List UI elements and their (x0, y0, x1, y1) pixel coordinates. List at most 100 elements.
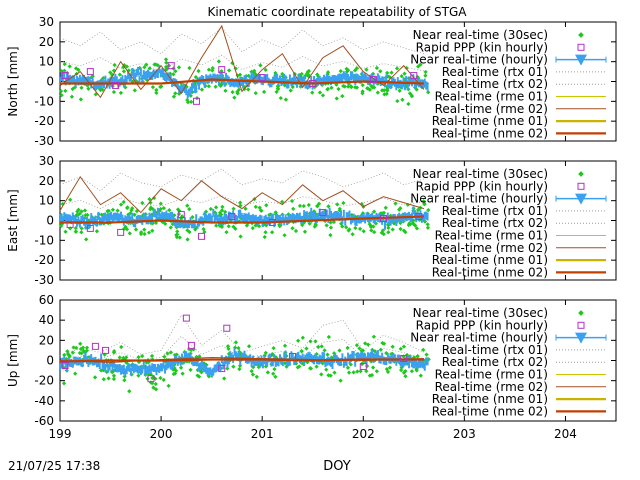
x-tick-label: 204 (554, 427, 577, 441)
point-rapid-ppp (223, 324, 231, 332)
point-nrt-30sec (224, 230, 229, 235)
point-nrt-30sec (213, 84, 218, 89)
point-nrt-30sec (345, 365, 351, 370)
point-nrt-30sec (328, 373, 333, 378)
point-nrt-30sec (223, 88, 228, 93)
y-tick-label: 30 (39, 15, 54, 29)
point-nrt-30sec (326, 334, 331, 340)
point-nrt-30sec (350, 232, 355, 237)
y-tick-label: 10 (39, 55, 54, 69)
point-nrt-30sec (328, 232, 333, 238)
series-rme-02 (59, 175, 425, 214)
point-nrt-30sec (154, 87, 159, 93)
point-nrt-30sec (63, 229, 68, 234)
point-nrt-30sec (154, 90, 159, 95)
point-nrt-30sec (176, 65, 182, 70)
point-nrt-30sec (148, 200, 153, 205)
series-layer (58, 168, 431, 242)
y-tick-label: 10 (39, 194, 54, 208)
y-tick-label: 0 (46, 354, 54, 368)
point-nrt-30sec (343, 225, 349, 230)
point-nrt-30sec (86, 86, 91, 91)
point-rapid-ppp (309, 79, 317, 87)
point-nrt-30sec (67, 64, 72, 69)
point-nrt-30sec (132, 88, 137, 93)
point-nrt-30sec (173, 91, 178, 96)
point-nrt-30sec (401, 370, 407, 375)
point-nrt-30sec (353, 225, 358, 231)
point-nrt-30sec (423, 73, 428, 78)
point-nrt-30sec (423, 69, 428, 75)
point-nrt-30sec (317, 90, 323, 95)
point-nrt-30sec (199, 87, 205, 92)
point-nrt-30sec (59, 93, 64, 98)
point-nrt-30sec (139, 230, 144, 235)
point-nrt-30sec (380, 340, 385, 346)
point-nrt-30sec (291, 206, 296, 211)
point-rapid-ppp (91, 342, 99, 350)
legend-label: Real-time (nme 02) (432, 404, 548, 418)
point-nrt-30sec (345, 345, 350, 350)
y-tick-label: 30 (39, 154, 54, 168)
point-nrt-30sec (337, 348, 342, 353)
point-nrt-30sec (313, 222, 318, 227)
point-nrt-30sec (259, 208, 264, 213)
legend-label: Rapid PPP (kin hourly) (416, 179, 548, 193)
point-rapid-ppp (410, 72, 418, 80)
point-nrt-30sec (262, 234, 267, 240)
point-nrt-30sec (355, 369, 360, 374)
point-nrt-30sec (132, 212, 137, 217)
point-nrt-30sec (92, 375, 98, 380)
point-nrt-30sec (187, 65, 192, 71)
point-rapid-ppp (187, 341, 195, 349)
series-layer (59, 314, 431, 394)
point-rapid-ppp (400, 354, 408, 362)
point-rapid-ppp (86, 224, 94, 232)
x-tick-label: 202 (352, 427, 375, 441)
point-nrt-30sec (108, 70, 113, 75)
point-nrt-30sec (414, 226, 420, 231)
point-nrt-30sec (253, 91, 258, 96)
point-nrt-30sec (161, 377, 166, 382)
point-nrt-30sec (322, 348, 327, 353)
y-tick-label: -20 (34, 114, 54, 128)
point-nrt-30sec (127, 389, 132, 394)
point-nrt-30sec (73, 371, 78, 376)
point-nrt-30sec (226, 224, 231, 229)
series-nme-02 (60, 215, 424, 224)
point-nrt-30sec (162, 354, 167, 359)
point-nrt-30sec (324, 367, 329, 372)
point-nrt-30sec (61, 381, 67, 386)
point-nrt-30sec (369, 228, 374, 233)
point-nrt-30sec (225, 344, 231, 349)
legend-label: Real-time (rtx 02) (442, 216, 548, 230)
legend: Near real-time (30sec)Rapid PPP (kin hou… (410, 306, 607, 418)
point-nrt-30sec (328, 220, 333, 225)
y-axis-label: Up [mm] (6, 334, 20, 387)
point-rapid-ppp (192, 97, 200, 105)
point-nrt-30sec (142, 231, 147, 237)
point-nrt-30sec (381, 231, 386, 237)
point-nrt-30sec (63, 88, 68, 93)
point-nrt-30sec (180, 371, 185, 376)
point-nrt-30sec (148, 205, 154, 210)
legend-label: Near real-time (30sec) (413, 28, 548, 42)
point-nrt-30sec (133, 227, 139, 232)
point-nrt-30sec (219, 208, 225, 213)
point-nrt-30sec (278, 95, 283, 101)
point-rapid-ppp (268, 218, 276, 226)
legend-label: Real-time (rme 02) (435, 380, 548, 394)
point-nrt-30sec (158, 201, 163, 206)
point-nrt-30sec (282, 343, 288, 348)
point-nrt-30sec (326, 204, 331, 209)
point-nrt-30sec (142, 227, 147, 232)
point-nrt-30sec (112, 62, 117, 68)
point-rapid-ppp (66, 220, 74, 228)
point-nrt-30sec (111, 376, 117, 382)
point-nrt-30sec (401, 228, 407, 233)
point-rapid-ppp (369, 76, 377, 84)
point-nrt-30sec (299, 349, 304, 354)
point-nrt-30sec (76, 67, 81, 73)
y-tick-label: -10 (34, 94, 54, 108)
point-nrt-30sec (288, 88, 293, 93)
